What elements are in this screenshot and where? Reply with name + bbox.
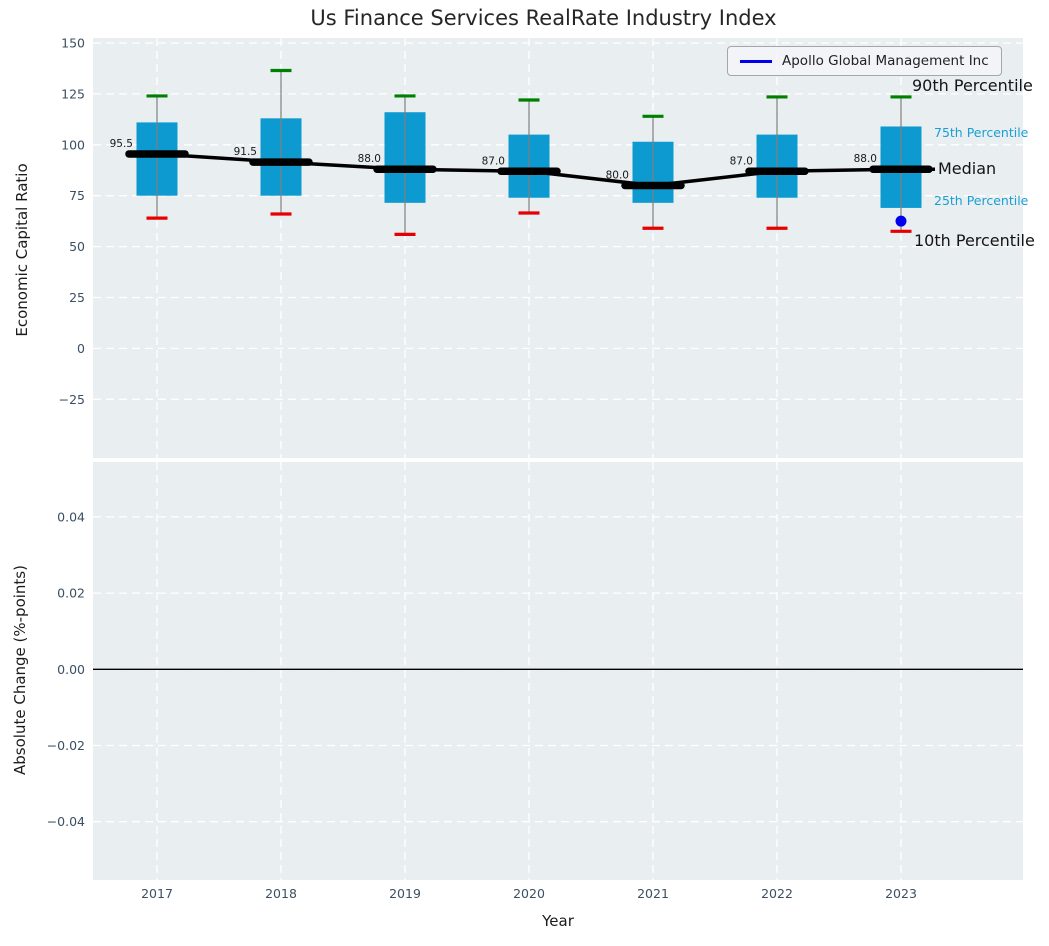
y-tick-label: 0.00 [57,662,85,677]
y-tick-label: 25 [69,290,85,305]
y-tick-label: 75 [69,188,85,203]
median-annotation: 80.0 [606,170,629,182]
x-tick-label: 2020 [513,886,545,901]
label-90th-percentile: 90th Percentile [912,76,1033,95]
y-tick-label: 0 [77,341,85,356]
median-annotation: 91.5 [234,146,257,158]
y-tick-label: 150 [61,36,85,51]
y-tick-label: 50 [69,239,85,254]
y-axis-label-top: Economic Capital Ratio [13,163,31,337]
median-annotation: 88.0 [854,153,877,165]
y-tick-label: 125 [61,86,85,101]
label-median: Median [938,159,997,178]
median-annotation: 95.5 [110,138,133,150]
x-tick-label: 2019 [389,886,421,901]
legend-line-sample-icon [740,59,772,63]
top-panel-bg [93,38,1023,458]
y-tick-label: 0.04 [57,509,85,524]
box-group-2020 [508,98,550,215]
y-tick-label: −0.04 [47,814,85,829]
box-group-2019 [384,94,426,236]
box-group-2017 [136,94,178,220]
legend: Apollo Global Management Inc [727,46,1002,76]
y-tick-label: −0.02 [47,738,85,753]
label-75th-percentile: 75th Percentile [934,125,1029,140]
bottom-panel-bg [93,462,1023,880]
median-annotation: 88.0 [358,153,381,165]
median-annotation: 87.0 [482,155,505,167]
company-point [895,215,907,227]
box-group-2022 [756,95,798,230]
x-tick-label: 2021 [637,886,669,901]
x-tick-label: 2017 [141,886,173,901]
y-axis-label-bottom: Absolute Change (%-points) [11,565,29,775]
x-tick-label: 2022 [761,886,793,901]
y-tick-label: 100 [61,137,85,152]
label-25th-percentile: 25th Percentile [934,193,1029,208]
box-group-2021 [632,114,674,230]
legend-label: Apollo Global Management Inc [782,53,989,69]
box-group-2018 [260,68,302,216]
chart-title: Us Finance Services RealRate Industry In… [310,6,777,30]
x-tick-label: 2023 [885,886,917,901]
x-axis-label: Year [542,912,574,930]
y-tick-label: −25 [59,392,85,407]
label-10th-percentile: 10th Percentile [914,231,1035,250]
x-tick-label: 2018 [265,886,297,901]
median-annotation: 87.0 [730,155,753,167]
y-tick-label: 0.02 [57,586,85,601]
